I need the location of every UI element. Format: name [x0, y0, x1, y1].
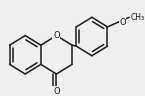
Text: O: O: [119, 18, 126, 27]
Text: O: O: [53, 87, 60, 96]
Text: O: O: [53, 31, 60, 40]
Text: CH₃: CH₃: [131, 13, 145, 22]
